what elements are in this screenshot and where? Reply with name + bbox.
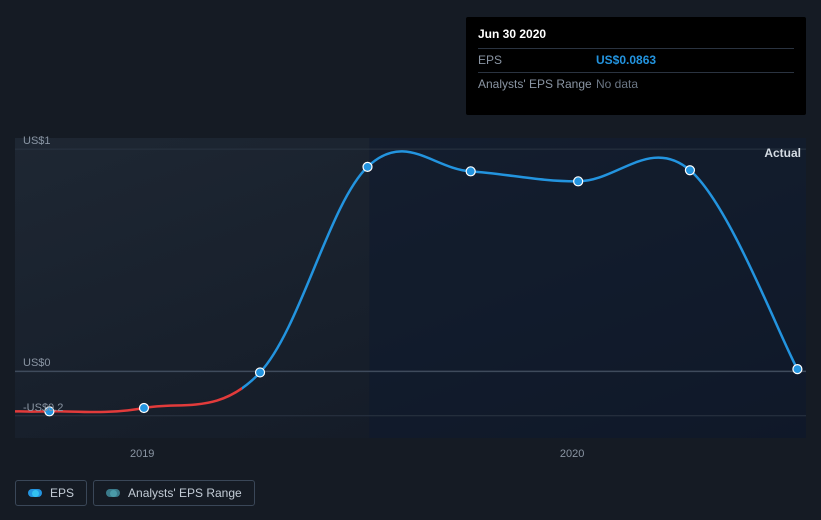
y-axis-label: -US$0.2 — [23, 402, 63, 414]
tooltip-date: Jun 30 2020 — [478, 25, 794, 49]
tooltip-row-value: US$0.0863 — [596, 51, 656, 70]
tooltip-card: Jun 30 2020 EPS US$0.0863 Analysts' EPS … — [466, 17, 806, 115]
eps-chart[interactable]: Actual US$1 US$0 -US$0.2 2019 2020 — [15, 120, 806, 465]
legend: EPS Analysts' EPS Range — [15, 480, 255, 506]
tooltip-row-value: No data — [596, 75, 638, 94]
legend-label: Analysts' EPS Range — [128, 486, 242, 500]
chart-svg — [15, 120, 806, 465]
legend-item-eps[interactable]: EPS — [15, 480, 87, 506]
range-marker-icon — [106, 489, 120, 497]
tooltip-row-label: Analysts' EPS Range — [478, 75, 596, 94]
y-axis-label: US$0 — [23, 357, 51, 369]
x-axis-label: 2019 — [130, 448, 154, 460]
actual-label: Actual — [764, 146, 801, 160]
x-axis-label: 2020 — [560, 448, 584, 460]
tooltip-row-label: EPS — [478, 51, 596, 70]
tooltip-row: Analysts' EPS Range No data — [478, 73, 794, 96]
legend-item-range[interactable]: Analysts' EPS Range — [93, 480, 255, 506]
eps-marker-icon — [28, 489, 42, 497]
y-axis-label: US$1 — [23, 135, 51, 147]
legend-label: EPS — [50, 486, 74, 500]
tooltip-row: EPS US$0.0863 — [478, 49, 794, 73]
